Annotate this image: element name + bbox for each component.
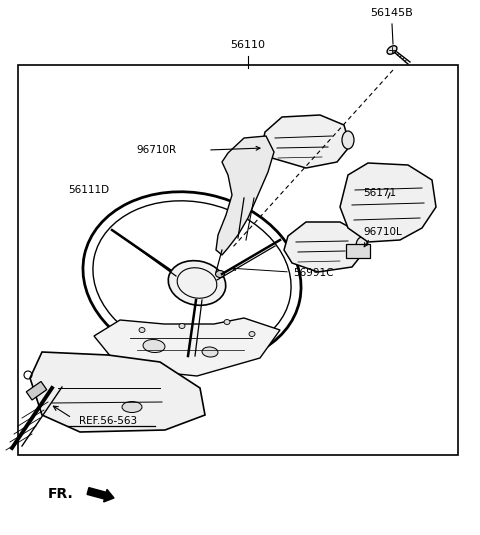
Ellipse shape (202, 347, 218, 357)
Ellipse shape (224, 319, 230, 325)
Polygon shape (30, 352, 205, 432)
Text: 96710R: 96710R (136, 145, 176, 155)
Ellipse shape (168, 261, 226, 305)
Polygon shape (340, 163, 436, 242)
Polygon shape (94, 318, 280, 376)
Text: 56991C: 56991C (293, 268, 334, 278)
Text: 56111D: 56111D (68, 185, 109, 195)
Bar (26, 381, 47, 400)
Ellipse shape (139, 327, 145, 332)
Polygon shape (216, 136, 274, 255)
Ellipse shape (143, 339, 165, 353)
Ellipse shape (179, 324, 185, 328)
Text: REF.56-563: REF.56-563 (79, 416, 137, 426)
Polygon shape (262, 115, 350, 168)
Ellipse shape (249, 332, 255, 337)
Ellipse shape (216, 271, 225, 278)
Text: 56110: 56110 (230, 40, 265, 50)
Ellipse shape (342, 131, 354, 149)
Polygon shape (284, 222, 364, 272)
Ellipse shape (122, 401, 142, 412)
Ellipse shape (356, 237, 368, 255)
FancyArrow shape (87, 487, 114, 502)
Bar (346, 244, 370, 258)
Text: 56145B: 56145B (371, 8, 413, 18)
Bar (18, 65, 458, 455)
Text: FR.: FR. (48, 487, 74, 501)
Text: 96710L: 96710L (363, 227, 402, 237)
Ellipse shape (387, 45, 397, 54)
Text: 56171: 56171 (363, 188, 396, 198)
